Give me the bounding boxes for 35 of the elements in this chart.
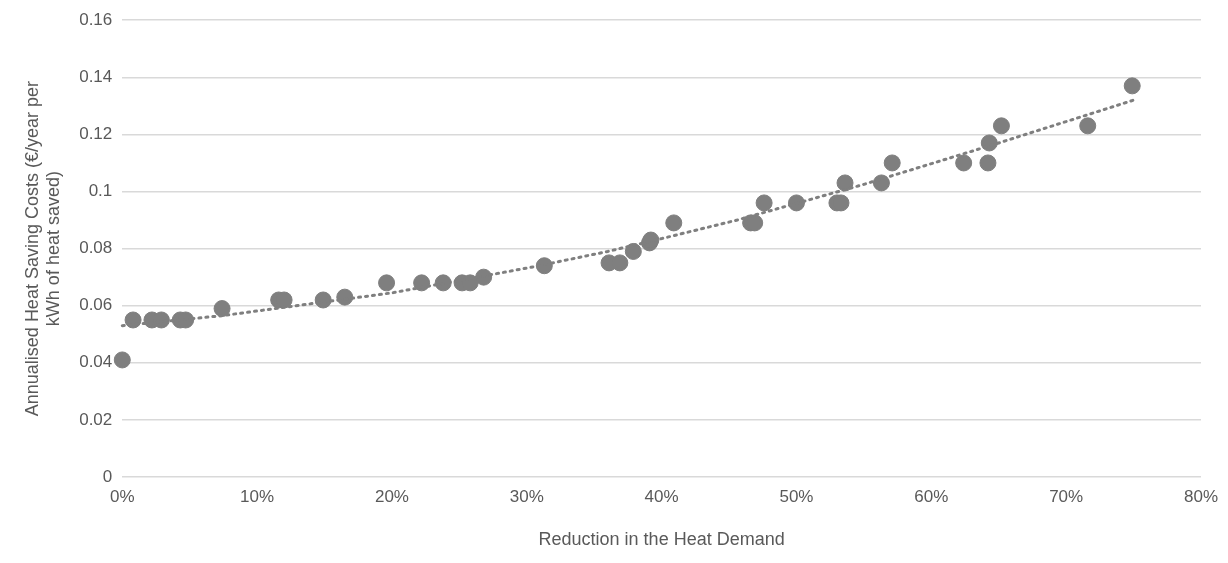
point — [665, 214, 683, 232]
point — [872, 174, 890, 192]
x-tick-label: 20% — [374, 486, 409, 506]
y-tick-label: 0.08 — [79, 238, 113, 258]
x-axis-title: Reduction in the Heat Demand — [538, 529, 785, 550]
y-axis-title: Annualised Heat Saving Costs (€/year per kWh of heat saved) — [21, 81, 64, 417]
x-tick-label: 70% — [1049, 486, 1084, 506]
y-tick-label: 0.06 — [79, 295, 113, 315]
x-tick-label: 50% — [779, 486, 814, 506]
point — [113, 351, 131, 369]
x-tick-label: 40% — [644, 486, 679, 506]
y-tick-label: 0 — [102, 466, 113, 486]
line-series — [120, 98, 1136, 328]
point — [955, 154, 973, 172]
y-tick-label: 0.12 — [79, 124, 113, 144]
point — [883, 154, 901, 172]
point — [213, 300, 231, 318]
point — [1123, 77, 1141, 95]
x-tick-label: 0% — [110, 486, 135, 506]
x-tick-label: 60% — [914, 486, 949, 506]
point — [755, 194, 773, 212]
y-tick-label: 0.14 — [79, 66, 113, 86]
y-tick-label: 0.02 — [79, 409, 113, 429]
y-tick-label: 0.16 — [79, 9, 113, 29]
x-tick-label: 30% — [509, 486, 544, 506]
point — [836, 174, 854, 192]
point — [378, 274, 396, 292]
x-tick-label: 80% — [1183, 486, 1218, 506]
x-tick-label: 10% — [240, 486, 275, 506]
point — [979, 154, 997, 172]
point — [992, 117, 1010, 135]
point — [1079, 117, 1097, 135]
y-tick-label: 0.04 — [79, 352, 113, 372]
y-tick-label: 0.1 — [88, 181, 113, 201]
point — [624, 242, 642, 260]
